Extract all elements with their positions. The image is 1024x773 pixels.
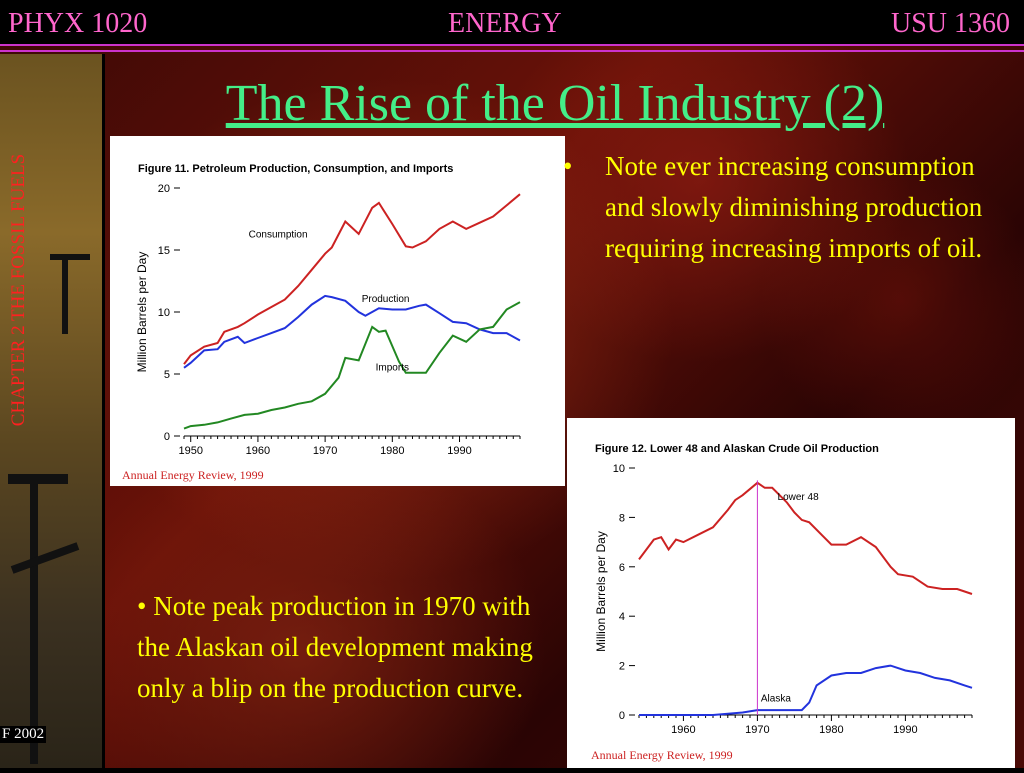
bullet-dot: • (563, 151, 573, 181)
y-tick-label: 10 (613, 463, 625, 475)
figure-11-source: Annual Energy Review, 1999 (122, 468, 264, 482)
chart-title: Figure 11. Petroleum Production, Consump… (138, 163, 453, 175)
x-tick-label: 1970 (313, 445, 337, 457)
x-tick-label: 1950 (178, 445, 202, 457)
series-line-imports (183, 301, 521, 430)
header-rule-top (0, 44, 1024, 46)
y-tick-label: 2 (619, 661, 625, 673)
slide-title: The Rise of the Oil Industry (2) (225, 75, 885, 132)
x-tick-label: 1990 (893, 724, 917, 736)
y-axis-label: Million Barrels per Day (594, 531, 608, 652)
chart-title: Figure 12. Lower 48 and Alaskan Crude Oi… (595, 443, 879, 455)
x-tick-label: 1980 (819, 724, 843, 736)
chapter-label: CHAPTER 2 THE FOSSIL FUELS (8, 153, 29, 427)
figure-12-source: Annual Energy Review, 1999 (591, 748, 733, 762)
figure-12-chart: Figure 12. Lower 48 and Alaskan Crude Oi… (594, 443, 973, 736)
bullet-bottom: • Note peak production in 1970 with the … (137, 591, 533, 703)
rig-beam (8, 474, 68, 484)
sidebar-divider (102, 54, 105, 768)
header-rule-bottom (0, 50, 1024, 52)
y-tick-label: 10 (158, 307, 170, 319)
x-tick-label: 1960 (246, 445, 270, 457)
y-tick-label: 4 (619, 611, 625, 623)
series-label: Lower 48 (778, 492, 820, 503)
series-label: Production (362, 294, 410, 305)
course-code-left: PHYX 1020 (8, 8, 148, 39)
series-line-alaska (639, 664, 973, 716)
topic-label: ENERGY (448, 8, 562, 39)
series-line-consumption (183, 193, 521, 365)
series-line-production (183, 294, 521, 369)
y-tick-label: 8 (619, 512, 625, 524)
rig-distant (50, 254, 90, 260)
oil-rig-sidebar-image (0, 54, 102, 768)
rig-arm (10, 542, 80, 574)
copyright-label: F 2002 (0, 726, 47, 743)
y-tick-label: 0 (164, 431, 170, 443)
x-tick-label: 1960 (671, 724, 695, 736)
x-tick-label: 1990 (447, 445, 471, 457)
rig-post (30, 484, 38, 764)
series-label: Imports (376, 362, 409, 373)
series-label: Alaska (761, 693, 791, 704)
figure-12-panel: Figure 12. Lower 48 and Alaskan Crude Oi… (567, 418, 1015, 768)
course-code-right: USU 1360 (890, 8, 1010, 39)
bullet-top: • Note ever increasing consumption and s… (563, 146, 1003, 269)
y-tick-label: 6 (619, 562, 625, 574)
series-label: Consumption (249, 230, 308, 241)
series-line-lower-48 (638, 481, 973, 595)
y-tick-label: 20 (158, 183, 170, 195)
x-tick-label: 1970 (745, 724, 769, 736)
rig-distant-post (62, 254, 68, 334)
x-tick-label: 1980 (380, 445, 404, 457)
slide-header: PHYX 1020 ENERGY USU 1360 (0, 0, 1024, 44)
y-tick-label: 5 (164, 369, 170, 381)
y-tick-label: 0 (619, 710, 625, 722)
y-axis-label: Million Barrels per Day (135, 252, 149, 373)
bullet-top-text: Note ever increasing consumption and slo… (605, 151, 983, 263)
y-tick-label: 15 (158, 245, 170, 257)
figure-11-panel: Figure 11. Petroleum Production, Consump… (110, 136, 565, 486)
figure-11-chart: Figure 11. Petroleum Production, Consump… (135, 163, 521, 457)
